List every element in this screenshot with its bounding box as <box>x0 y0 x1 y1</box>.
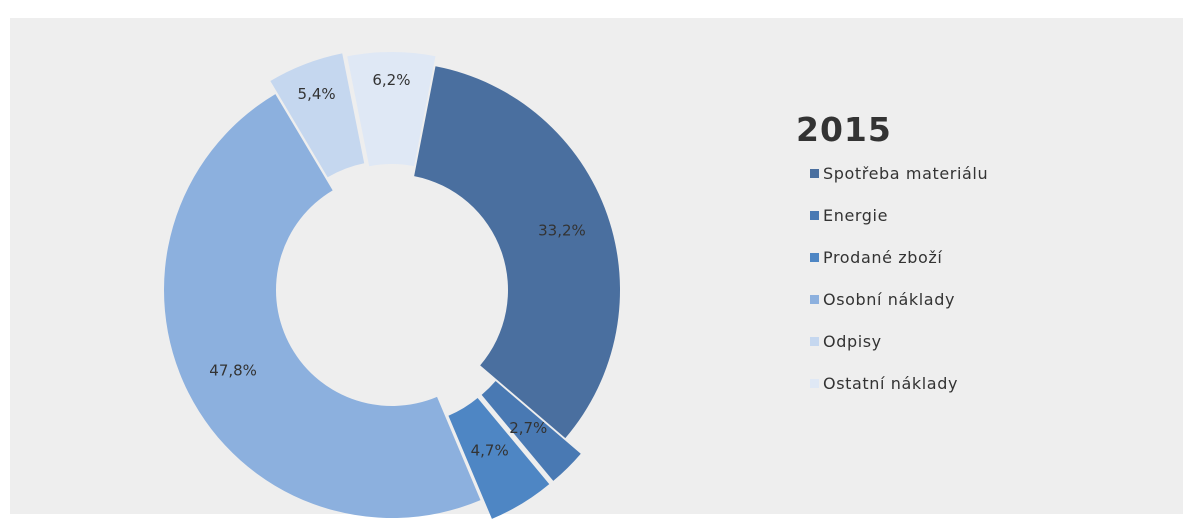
legend-label: Energie <box>823 205 889 225</box>
legend-label: Spotřeba materiálu <box>823 163 989 183</box>
slice-ostatni-naklady <box>347 52 436 167</box>
legend-item-spotreba-materialu: Spotřeba materiálu <box>810 152 988 194</box>
data-label-energie: 2,7% <box>509 419 547 437</box>
legend-label: Ostatní náklady <box>823 373 959 393</box>
data-label-spotreba-materialu: 33,2% <box>538 222 586 240</box>
slice-osobni-naklady <box>164 94 481 518</box>
legend-item-odpisy: Odpisy <box>810 320 988 362</box>
legend-swatch <box>810 294 819 304</box>
legend-item-osobni-naklady: Osobní náklady <box>810 278 988 320</box>
legend-swatch <box>810 336 819 346</box>
legend-label: Prodané zboží <box>823 247 943 267</box>
slice-spotreba-materialu <box>414 66 620 439</box>
data-label-ostatni-naklady: 6,2% <box>372 71 410 89</box>
legend-item-prodane-zbozi: Prodané zboží <box>810 236 988 278</box>
slice-labels: 33,2% 2,7%4,7% 47,8% 5,4% 6,2% <box>209 71 585 460</box>
data-label-osobni-naklady: 47,8% <box>209 361 257 379</box>
legend-swatch <box>810 378 819 388</box>
donut-slices <box>164 52 620 519</box>
slice-energie <box>481 381 581 481</box>
data-label-prodane-zbozi: 4,7% <box>471 442 509 460</box>
legend-swatch <box>810 252 819 262</box>
legend-label: Odpisy <box>823 331 882 351</box>
legend-swatch <box>810 168 819 178</box>
legend-item-ostatni-naklady: Ostatní náklady <box>810 362 988 404</box>
chart-title: 2015 <box>796 110 892 149</box>
data-label-odpisy: 5,4% <box>298 85 336 103</box>
legend-item-energie: Energie <box>810 194 988 236</box>
chart-legend: Spotřeba materiálu Energie Prodané zboží Os… <box>810 152 988 404</box>
legend-label: Osobní náklady <box>823 289 956 309</box>
slice-prodane-zbozi <box>448 397 550 519</box>
slice-odpisy <box>270 53 365 178</box>
legend-swatch <box>810 210 819 220</box>
